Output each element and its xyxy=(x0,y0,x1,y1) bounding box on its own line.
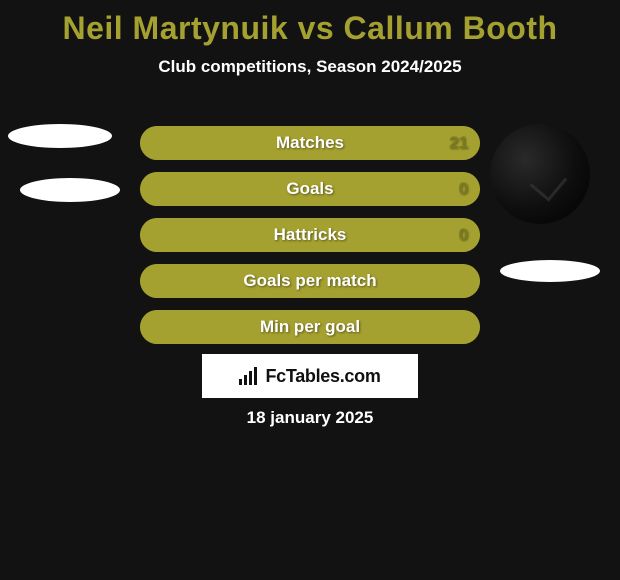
stat-row-hattricks: Hattricks 0 xyxy=(0,212,620,258)
stat-bar-fill xyxy=(140,264,480,298)
stat-bar-fill xyxy=(140,126,480,160)
stat-bar-track xyxy=(140,264,480,298)
stat-bar-track xyxy=(140,310,480,344)
stat-row-mpg: Min per goal xyxy=(0,304,620,350)
brand-badge: FcTables.com xyxy=(202,354,418,398)
stat-bar-track xyxy=(140,126,480,160)
brand-chart-icon xyxy=(239,367,261,385)
stat-bar-fill xyxy=(140,310,480,344)
stat-bar-fill xyxy=(140,172,480,206)
stat-row-gpm: Goals per match xyxy=(0,258,620,304)
comparison-infographic: Neil Martynuik vs Callum Booth Club comp… xyxy=(0,0,620,580)
stat-bar-track xyxy=(140,218,480,252)
date-label: 18 january 2025 xyxy=(0,408,620,428)
stat-rows: Matches 21 Goals 0 Hattricks 0 Goals per… xyxy=(0,120,620,350)
stat-row-matches: Matches 21 xyxy=(0,120,620,166)
brand-text: FcTables.com xyxy=(265,366,380,387)
page-title: Neil Martynuik vs Callum Booth xyxy=(0,0,620,47)
stat-bar-track xyxy=(140,172,480,206)
subtitle: Club competitions, Season 2024/2025 xyxy=(0,57,620,77)
stat-bar-fill xyxy=(140,218,480,252)
stat-row-goals: Goals 0 xyxy=(0,166,620,212)
